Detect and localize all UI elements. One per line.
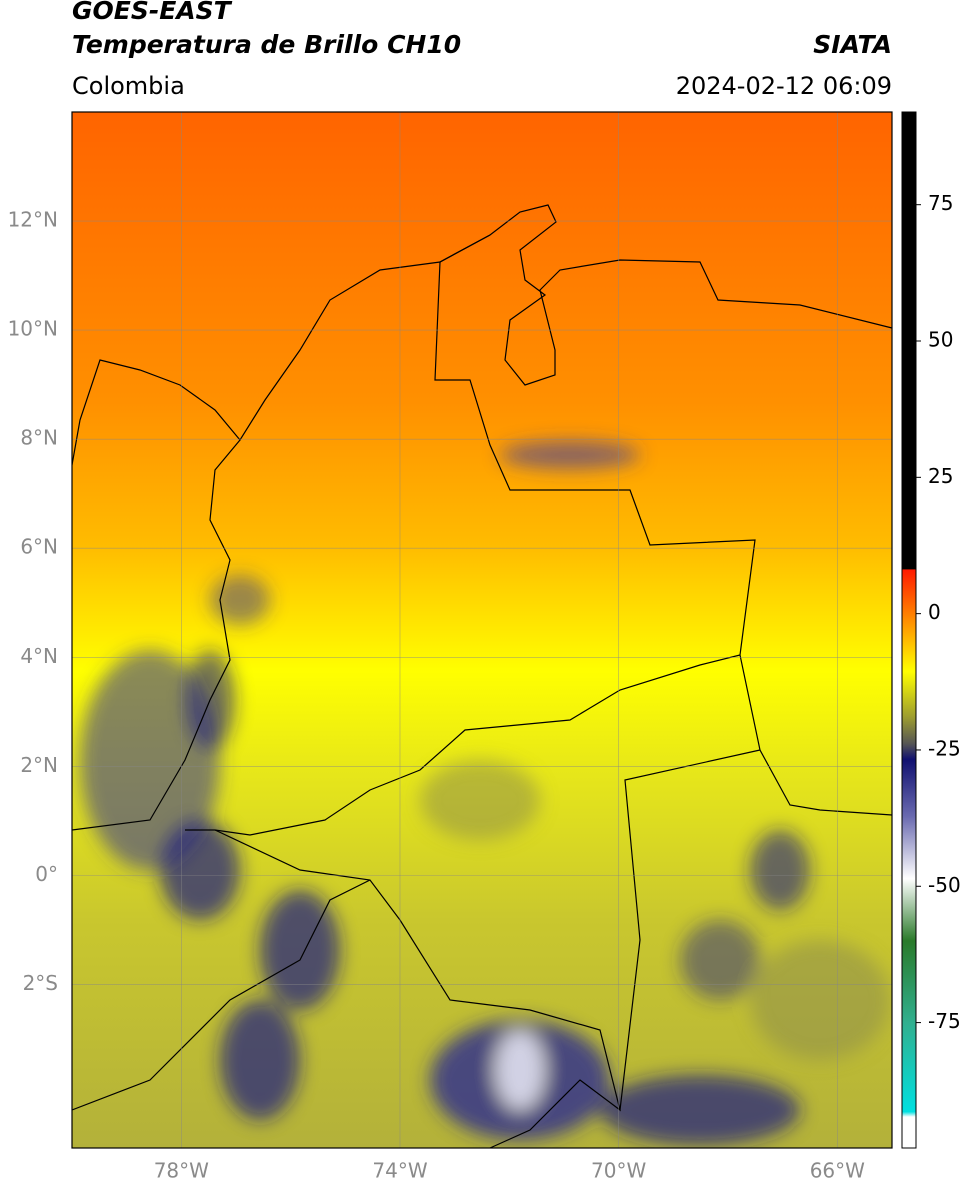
- colorbar-tick-label: 50: [928, 328, 953, 352]
- grid: [72, 112, 892, 1148]
- clouds: [80, 441, 890, 1145]
- colorbar-tick-label: 0: [928, 600, 941, 624]
- subtitle: Temperatura de Brillo CH10: [72, 30, 461, 59]
- title: GOES-EAST: [72, 0, 233, 25]
- y-tick-label: 2°S: [23, 971, 58, 995]
- x-tick-label: 66°W: [810, 1159, 865, 1183]
- region: Colombia: [72, 72, 185, 100]
- colorbar-tick-label: -25: [928, 736, 961, 760]
- y-tick-label: 2°N: [20, 753, 58, 777]
- x-tick-label: 74°W: [372, 1159, 427, 1183]
- datetime: 2024-02-12 06:09: [676, 72, 892, 100]
- y-tick-label: 10°N: [8, 317, 58, 341]
- y-tick-label: 12°N: [8, 208, 58, 232]
- colorbar: [901, 111, 917, 1149]
- colorbar-tick-label: -50: [928, 873, 961, 897]
- source: SIATA: [813, 30, 892, 59]
- x-tick-label: 78°W: [154, 1159, 209, 1183]
- colorbar-tick-label: -75: [928, 1009, 961, 1033]
- y-tick-label: 6°N: [20, 535, 58, 559]
- map-frame: [71, 111, 893, 1149]
- y-tick-label: 8°N: [20, 426, 58, 450]
- imagery: [72, 112, 892, 1148]
- coastlines: [72, 204, 892, 1148]
- colorbar-tick-label: 25: [928, 464, 953, 488]
- y-tick-label: 0°: [35, 862, 58, 886]
- colorbar-tick-label: 75: [928, 191, 953, 215]
- x-tick-label: 70°W: [591, 1159, 646, 1183]
- y-tick-label: 4°N: [20, 644, 58, 668]
